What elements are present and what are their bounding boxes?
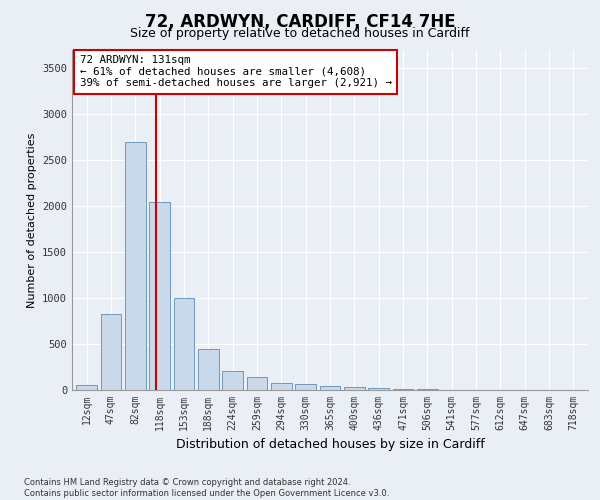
Bar — [125, 142, 146, 390]
Y-axis label: Number of detached properties: Number of detached properties — [26, 132, 37, 308]
Text: Size of property relative to detached houses in Cardiff: Size of property relative to detached ho… — [130, 28, 470, 40]
X-axis label: Distribution of detached houses by size in Cardiff: Distribution of detached houses by size … — [176, 438, 484, 452]
Bar — [76, 385, 97, 390]
Bar — [392, 389, 413, 390]
Bar — [368, 388, 389, 390]
Bar — [101, 314, 121, 390]
Text: Contains HM Land Registry data © Crown copyright and database right 2024.
Contai: Contains HM Land Registry data © Crown c… — [24, 478, 389, 498]
Bar — [295, 384, 316, 390]
Bar — [344, 387, 365, 390]
Bar — [320, 386, 340, 390]
Bar — [149, 202, 170, 390]
Bar — [222, 370, 243, 390]
Bar — [198, 348, 218, 390]
Bar — [247, 377, 268, 390]
Text: 72, ARDWYN, CARDIFF, CF14 7HE: 72, ARDWYN, CARDIFF, CF14 7HE — [145, 12, 455, 30]
Bar — [271, 382, 292, 390]
Bar — [173, 298, 194, 390]
Text: 72 ARDWYN: 131sqm
← 61% of detached houses are smaller (4,608)
39% of semi-detac: 72 ARDWYN: 131sqm ← 61% of detached hous… — [80, 55, 392, 88]
